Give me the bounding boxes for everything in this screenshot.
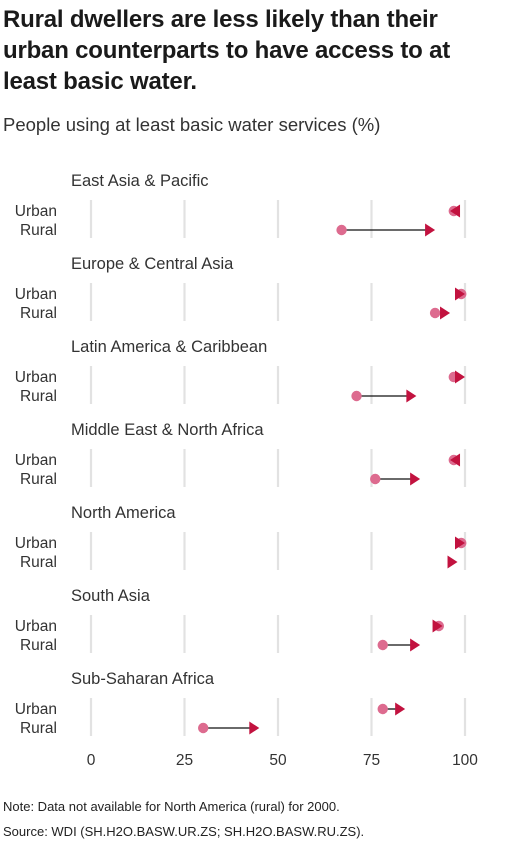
row-label-urban: Urban <box>15 701 57 718</box>
end-arrow-marker <box>432 619 443 633</box>
panel-title: Sub-Saharan Africa <box>71 670 215 688</box>
start-dot <box>377 639 388 651</box>
x-tick-label: 0 <box>87 752 96 769</box>
panel-south-asia: South Asia Urban Rural <box>15 587 467 654</box>
row-label-urban: Urban <box>15 203 57 220</box>
panel-title: Latin America & Caribbean <box>71 338 267 356</box>
end-arrow-marker <box>410 472 421 486</box>
row-label-urban: Urban <box>15 535 57 552</box>
panel-east-asia-pacific: East Asia & Pacific Urban Rural <box>15 172 467 239</box>
end-arrow-marker <box>249 721 260 735</box>
panel-title: Europe & Central Asia <box>71 255 234 273</box>
row-label-rural: Rural <box>20 720 57 737</box>
row-label-rural: Rural <box>20 554 57 571</box>
panel-latin-america-caribbean: Latin America & Caribbean Urban Rural <box>15 338 467 405</box>
row-label-urban: Urban <box>15 452 57 469</box>
row-label-urban: Urban <box>15 286 57 303</box>
x-tick-label: 25 <box>176 752 193 769</box>
row-label-urban: Urban <box>15 618 57 635</box>
start-dot <box>377 703 388 715</box>
panel-middle-east-north-africa: Middle East & North Africa Urban Rural <box>15 421 467 488</box>
start-dot <box>336 224 347 236</box>
source-note: Source: WDI (SH.H2O.BASW.UR.ZS; SH.H2O.B… <box>3 824 365 839</box>
data-note: Note: Data not available for North Ameri… <box>3 799 340 814</box>
end-arrow-marker <box>450 204 461 218</box>
end-arrow-marker <box>410 638 421 652</box>
end-arrow-marker <box>447 555 458 569</box>
x-tick-label: 100 <box>452 752 478 769</box>
panel-title: North America <box>71 504 176 522</box>
row-label-rural: Rural <box>20 305 57 322</box>
panel-north-america: North America Urban Rural <box>15 504 467 571</box>
end-arrow-marker <box>406 389 417 403</box>
row-label-rural: Rural <box>20 388 57 405</box>
x-tick-label: 75 <box>363 752 380 769</box>
chart-title: Rural dwellers are less likely than thei… <box>3 6 451 95</box>
end-arrow-marker <box>455 370 465 384</box>
start-dot <box>370 473 381 485</box>
row-label-rural: Rural <box>20 222 57 239</box>
end-arrow-marker <box>455 287 465 301</box>
panel-title: South Asia <box>71 587 151 605</box>
row-label-rural: Rural <box>20 471 57 488</box>
start-dot <box>429 307 441 319</box>
x-axis: 0 25 50 75 100 <box>87 752 479 769</box>
end-arrow-marker <box>440 306 451 320</box>
panel-title: East Asia & Pacific <box>71 172 209 190</box>
chart-subtitle: People using at least basic water servic… <box>3 114 381 135</box>
start-dot <box>351 390 362 402</box>
x-tick-label: 50 <box>269 752 287 769</box>
row-label-rural: Rural <box>20 637 57 654</box>
end-arrow-marker <box>450 453 461 467</box>
row-label-urban: Urban <box>15 369 57 386</box>
panel-sub-saharan-africa: Sub-Saharan Africa Urban Rural <box>15 670 467 737</box>
end-arrow-marker <box>455 536 465 550</box>
panel-title: Middle East & North Africa <box>71 421 264 439</box>
end-arrow-marker <box>425 223 436 237</box>
end-arrow-marker <box>395 702 406 716</box>
start-dot <box>198 722 209 734</box>
panel-europe-central-asia: Europe & Central Asia Urban Rural <box>15 255 467 322</box>
